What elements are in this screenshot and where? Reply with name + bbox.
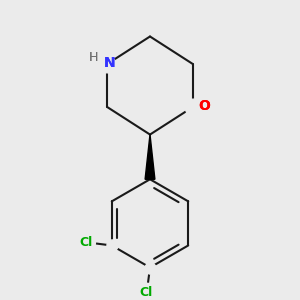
Polygon shape [145, 134, 155, 179]
Text: H: H [89, 51, 98, 64]
Text: Cl: Cl [80, 236, 93, 249]
Text: H: H [89, 51, 98, 64]
Text: Cl: Cl [139, 286, 152, 298]
Text: N: N [104, 56, 116, 70]
Text: N: N [104, 56, 116, 70]
Text: O: O [198, 99, 210, 113]
Text: O: O [198, 99, 210, 113]
